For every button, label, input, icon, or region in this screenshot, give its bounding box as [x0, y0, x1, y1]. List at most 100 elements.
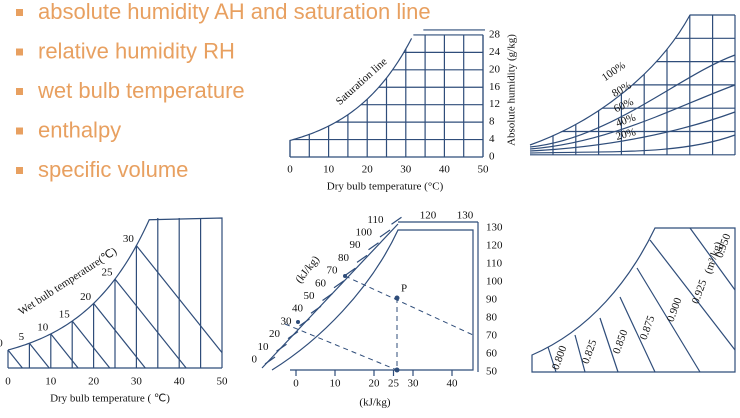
x-tick-label: 30 [131, 376, 143, 388]
right-tick-label: 90 [486, 294, 498, 306]
line [28, 342, 50, 369]
top-tick-label: 120 [420, 210, 437, 222]
top-tick-label: 130 [457, 210, 474, 222]
diag-tick-label: 110 [367, 214, 384, 226]
x-tick-label: 10 [323, 164, 335, 176]
volume-label: 0.900 [665, 296, 685, 324]
curve [529, 111, 736, 152]
volume-label: 0.875 [638, 314, 658, 342]
line [649, 239, 736, 351]
bottom-tick-label: 25 [388, 378, 400, 390]
curve-label: Saturation line [334, 56, 390, 108]
wb-tick-label: 10 [37, 321, 49, 333]
y-tick-label: 28 [489, 28, 501, 40]
bottom-tick-label: 20 [369, 378, 381, 390]
dashed-line [284, 323, 398, 371]
line [261, 223, 399, 369]
right-tick-label: 80 [486, 312, 498, 324]
diag-tick-label: 10 [258, 341, 270, 353]
line [689, 227, 736, 291]
wb-tick-label: 0 [0, 338, 3, 350]
volume-label: 0.925 [690, 278, 710, 306]
bullet-text: specific volume [38, 157, 188, 182]
x-tick-label: 40 [174, 376, 186, 388]
bullet-square [16, 9, 23, 16]
rh-label: 20% [615, 126, 638, 143]
line [50, 333, 79, 369]
x-tick-label: 10 [45, 376, 57, 388]
bottom-axis-label: (kJ/kg) [359, 397, 391, 409]
line [287, 331, 299, 340]
curve [271, 229, 474, 371]
x-tick-label: 50 [217, 376, 229, 388]
y-tick-label: 4 [489, 133, 495, 145]
bullet-text: wet bulb temperature [37, 78, 245, 103]
bullet-square [16, 48, 23, 56]
diag-tick-label: 80 [338, 252, 350, 264]
volume-label: 0.825 [580, 338, 600, 366]
curve [529, 14, 691, 146]
line [379, 229, 391, 238]
diag-tick-label: 100 [356, 227, 373, 239]
line [636, 267, 701, 373]
line [71, 320, 111, 369]
curve [529, 84, 736, 150]
right-tick-label: 110 [486, 258, 503, 270]
line [547, 346, 557, 373]
point [343, 274, 347, 278]
point [394, 367, 400, 373]
y-tick-label: 16 [489, 81, 501, 93]
line [93, 303, 146, 369]
x-tick-label: 20 [88, 376, 100, 388]
line [264, 356, 276, 365]
diag-tick-label: 70 [327, 265, 339, 277]
line [135, 245, 223, 353]
line [114, 278, 187, 369]
right-tick-label: 120 [486, 240, 503, 252]
point-label: P [401, 283, 407, 295]
point [296, 320, 300, 324]
point [394, 295, 400, 301]
diag-tick-label: 60 [315, 277, 327, 289]
x-tick-label: 30 [400, 164, 412, 176]
diag-tick-label: 30 [281, 315, 293, 327]
line [333, 280, 345, 289]
wb-tick-label: 20 [80, 291, 92, 303]
y-axis-label: Absolute humidity (g/kg) [506, 34, 518, 146]
diag-tick-label: 40 [292, 303, 304, 315]
diag-tick-label: 90 [350, 239, 362, 251]
dashed-line [344, 275, 474, 336]
bullet-square [16, 167, 23, 174]
x-axis-label: Dry bulb temperature (°C) [327, 181, 444, 193]
right-tick-label: 70 [486, 330, 498, 342]
mask [528, 14, 690, 145]
diag-tick-label: 20 [269, 328, 281, 340]
bottom-tick-label: 40 [447, 378, 459, 390]
right-tick-label: 50 [486, 366, 498, 378]
y-tick-label: 8 [489, 116, 495, 128]
curve [529, 134, 736, 154]
line [322, 293, 333, 301]
volume-label: 0.800 [550, 344, 570, 372]
y-tick-label: 0 [489, 151, 495, 163]
wb-tick-label: 30 [123, 233, 135, 245]
right-tick-label: 130 [486, 222, 503, 234]
x-axis-label: Dry bulb temperature ( ℃) [50, 393, 170, 405]
diag-tick-label: 50 [304, 290, 316, 302]
bottom-tick-label: 0 [293, 378, 299, 390]
wb-tick-label: 15 [59, 309, 71, 321]
x-tick-label: 20 [362, 164, 374, 176]
line [7, 349, 23, 369]
curve [531, 227, 736, 373]
x-tick-label: 50 [478, 164, 490, 176]
x-tick-label: 0 [5, 376, 11, 388]
curve [529, 54, 736, 148]
line [391, 216, 402, 225]
line [599, 317, 619, 373]
right-tick-label: 60 [486, 348, 498, 360]
x-tick-label: 40 [439, 164, 451, 176]
bottom-tick-label: 30 [408, 378, 420, 390]
bullet-square [16, 88, 23, 95]
line [574, 334, 586, 373]
